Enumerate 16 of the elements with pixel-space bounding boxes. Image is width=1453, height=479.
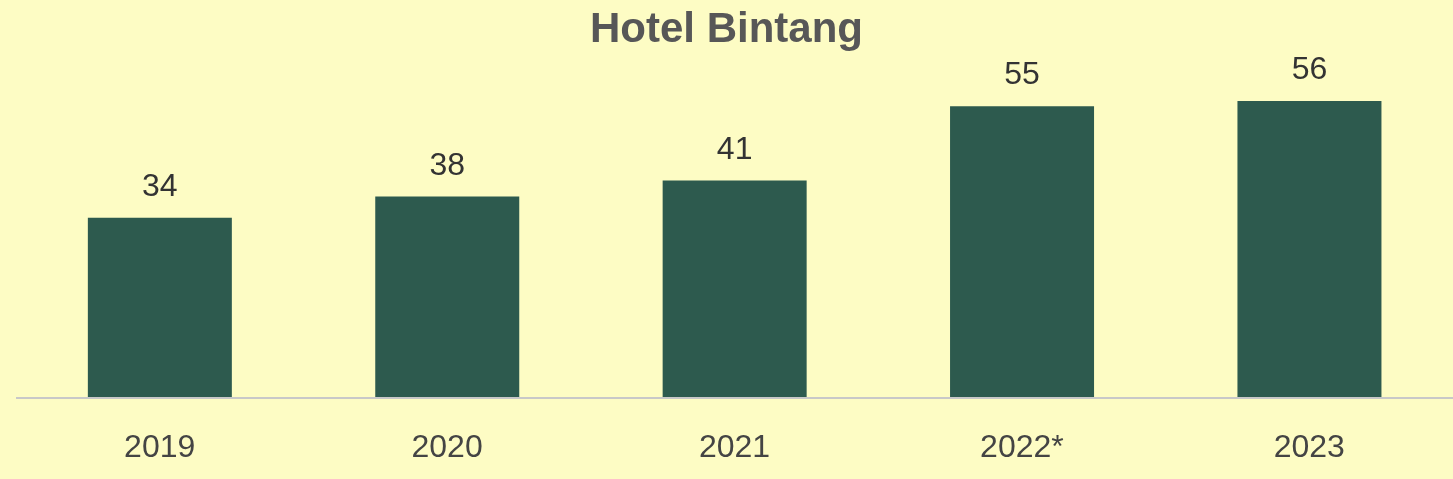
x-tick-label: 2019: [124, 427, 196, 464]
x-tick-label: 2020: [411, 427, 483, 464]
x-tick-label: 2021: [698, 427, 771, 464]
data-label: 56: [1291, 50, 1328, 87]
x-tick-label: 2022*: [980, 427, 1064, 464]
data-label: 41: [716, 129, 753, 166]
bar: [950, 106, 1095, 398]
data-label: 34: [142, 166, 178, 203]
bar: [1237, 101, 1382, 398]
data-label: 55: [1004, 55, 1040, 92]
chart-title: Hotel Bintang: [589, 4, 864, 52]
bar: [87, 217, 232, 398]
bar: [375, 196, 520, 398]
bar: [662, 180, 807, 398]
data-label: 38: [429, 145, 466, 182]
x-tick-label: 2023: [1273, 427, 1345, 464]
